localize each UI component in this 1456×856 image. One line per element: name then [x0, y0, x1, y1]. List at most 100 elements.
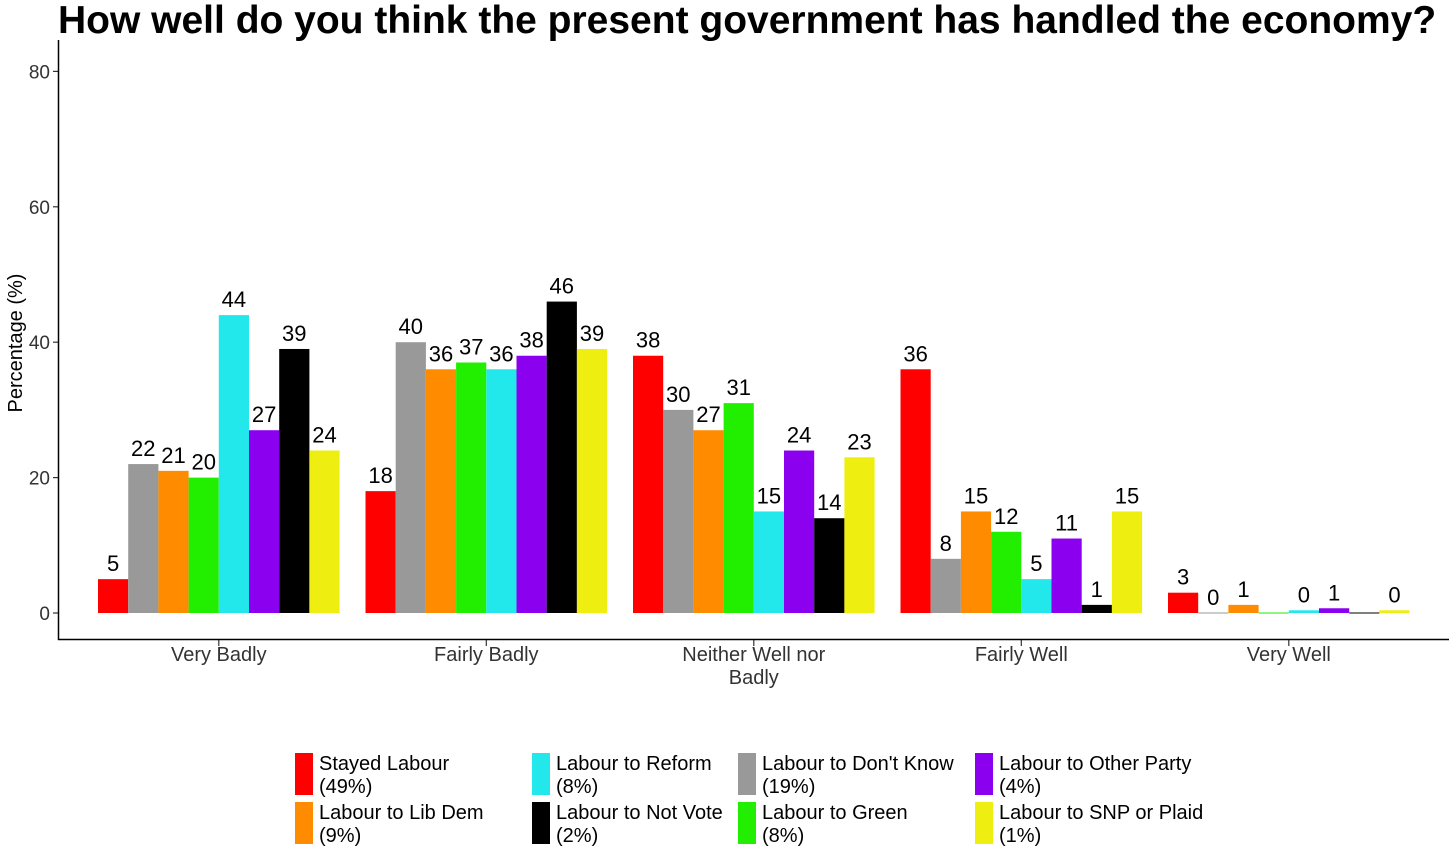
data-label: 24: [787, 423, 811, 448]
data-label: 12: [994, 504, 1018, 529]
legend-label: Stayed Labour (49%): [319, 753, 449, 798]
bar: [633, 355, 664, 613]
data-label: 36: [903, 341, 927, 366]
bar: [218, 315, 249, 613]
data-label: 37: [459, 335, 483, 360]
bar: [1168, 592, 1199, 613]
legend-swatch: [738, 802, 756, 844]
bar: [693, 430, 724, 613]
bar: [991, 531, 1022, 613]
bar: [309, 450, 340, 613]
bar: [279, 348, 310, 613]
x-tick-label: Very Well: [1247, 644, 1331, 666]
bar: [844, 457, 875, 613]
data-label: 44: [222, 287, 246, 312]
bar: [930, 558, 961, 613]
legend-label: Labour to Don't Know (19%): [762, 753, 954, 798]
bar: [128, 464, 159, 613]
data-label: 8: [940, 531, 952, 556]
bar: [1021, 579, 1052, 613]
bar: [723, 403, 754, 613]
data-label: 38: [636, 328, 660, 353]
y-tick-label: 60: [29, 198, 50, 219]
data-label: 22: [131, 436, 155, 461]
legend-swatch: [295, 753, 313, 795]
legend-label: Labour to SNP or Plaid (1%): [999, 802, 1203, 847]
bar: [158, 470, 189, 613]
data-label: 24: [312, 423, 336, 448]
data-label: 40: [399, 314, 423, 339]
bar: [98, 579, 129, 613]
bar: [395, 342, 426, 613]
legend-label: Labour to Reform (8%): [556, 753, 712, 798]
bar: [425, 369, 457, 613]
y-axis-title: Percentage (%): [5, 274, 27, 413]
legend-swatch: [738, 753, 756, 795]
bar: [249, 430, 280, 613]
data-label: 15: [757, 483, 781, 508]
bar: [753, 511, 784, 613]
bar: [900, 369, 931, 613]
data-label: 5: [107, 551, 119, 576]
y-tick-label: 40: [29, 333, 50, 354]
data-label: 5: [1030, 551, 1042, 576]
data-label: 11: [1055, 511, 1078, 536]
data-label: 30: [666, 382, 690, 407]
data-label: 38: [519, 328, 543, 353]
data-label: 36: [429, 341, 453, 366]
y-tick-label: 20: [29, 469, 50, 490]
data-label: 23: [847, 429, 871, 454]
bar: [1051, 538, 1082, 613]
bar: [188, 477, 219, 613]
data-label: 39: [282, 321, 306, 346]
data-label: 14: [817, 490, 841, 515]
x-tick-label: Fairly Well: [975, 644, 1068, 666]
legend-label: Labour to Lib Dem (9%): [319, 802, 484, 847]
y-tick-label: 80: [29, 62, 50, 83]
legend: Stayed Labour (49%)Labour to Lib Dem (9%) L…: [295, 753, 1203, 847]
x-tick-label: Very Badly: [171, 644, 267, 666]
legend-label: Labour to Not Vote (2%): [556, 802, 723, 847]
data-label: 31: [726, 375, 750, 400]
x-axis: Very Badly Fairly Badly Neither Well nor Ba…: [171, 640, 1331, 689]
data-label: 15: [1115, 483, 1139, 508]
legend-swatch: [975, 802, 993, 844]
data-label: 18: [368, 463, 392, 488]
x-tick-label: Fairly Badly: [434, 644, 538, 666]
legend-label: Labour to Green (8%): [762, 802, 908, 847]
bar: [814, 518, 845, 613]
bar: [1319, 608, 1350, 613]
bar: [546, 301, 577, 613]
bar: [1111, 511, 1143, 613]
data-label: 20: [191, 450, 215, 475]
chart-title: How well do you think the present govern…: [58, 0, 1436, 42]
data-label: 21: [161, 443, 185, 468]
legend-swatch: [532, 802, 550, 844]
data-label: 3: [1177, 565, 1189, 590]
legend-label: Labour to Other Party (4%): [999, 753, 1191, 798]
data-label: 0: [1298, 582, 1310, 607]
data-label: 0: [1388, 582, 1400, 607]
legend-swatch: [532, 753, 550, 795]
data-label: 1: [1091, 577, 1103, 602]
x-tick-label: Neither Well nor Badly: [682, 644, 825, 689]
bar: [1081, 604, 1112, 613]
data-label: 27: [696, 402, 720, 427]
bar: [486, 369, 517, 613]
data-label: 36: [489, 341, 513, 366]
data-label: 27: [252, 402, 276, 427]
data-label: 46: [550, 274, 574, 299]
bar: [784, 450, 815, 613]
bar: [516, 355, 547, 613]
bar: [576, 348, 608, 613]
bar: [1288, 610, 1319, 613]
legend-swatch: [975, 753, 993, 795]
y-axis: 0 20 40 60 80: [29, 62, 58, 625]
bar: [1379, 610, 1410, 613]
data-label: 1: [1237, 577, 1249, 602]
data-label: 0: [1207, 585, 1219, 610]
bar: [365, 491, 396, 613]
data-label: 39: [580, 321, 604, 346]
